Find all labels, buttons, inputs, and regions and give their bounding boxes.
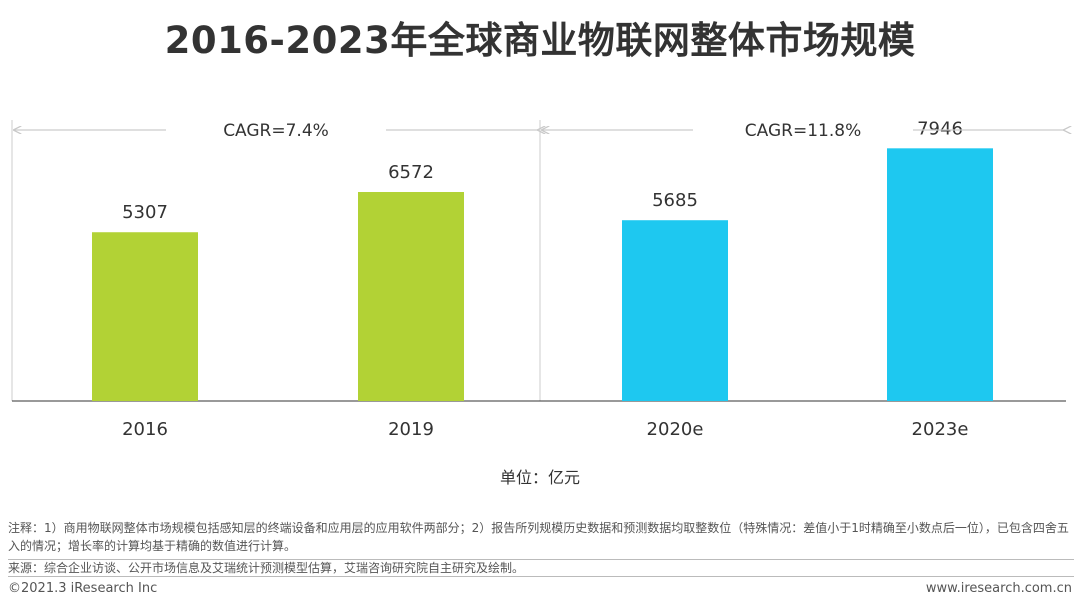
value-label-2016: 5307 xyxy=(122,202,168,223)
divider xyxy=(8,576,1074,577)
bar-2016 xyxy=(92,232,198,401)
category-label-2020e: 2020e xyxy=(647,419,704,440)
value-label-2020e: 5685 xyxy=(652,190,698,211)
bar-2019 xyxy=(358,192,464,401)
category-label-2016: 2016 xyxy=(122,419,168,440)
cagr-label: CAGR=11.8% xyxy=(745,121,861,141)
page-title: 2016-2023年全球商业物联网整体市场规模 xyxy=(164,19,916,62)
market-size-bar-chart: 5307 2016 6572 2019 5685 2020e 7946 2023e CAGR=7… xyxy=(11,118,1080,440)
notes-text: 注释：1）商用物联网整体市场规模包括感知层的终端设备和应用层的应用软件两部分；2… xyxy=(8,521,1069,553)
unit-label: 单位：亿元 xyxy=(499,468,580,487)
category-label-2023e: 2023e xyxy=(912,419,969,440)
category-label-2019: 2019 xyxy=(388,419,434,440)
bar-2023e xyxy=(887,148,993,401)
source-text: 来源：综合企业访谈、公开市场信息及艾瑞统计预测模型估算，艾瑞咨询研究院自主研究及… xyxy=(8,561,525,575)
website-text: www.iresearch.com.cn xyxy=(925,581,1072,596)
value-label-2019: 6572 xyxy=(388,162,434,183)
value-label-2023e: 7946 xyxy=(917,118,963,139)
plot-area: 5307 2016 6572 2019 5685 2020e 7946 2023e CAGR=7… xyxy=(11,118,1066,440)
copyright-text: ©2021.3 iResearch Inc xyxy=(8,581,158,596)
bar-2020e xyxy=(622,220,728,401)
divider xyxy=(8,559,1074,560)
cagr-label: CAGR=7.4% xyxy=(223,121,329,141)
